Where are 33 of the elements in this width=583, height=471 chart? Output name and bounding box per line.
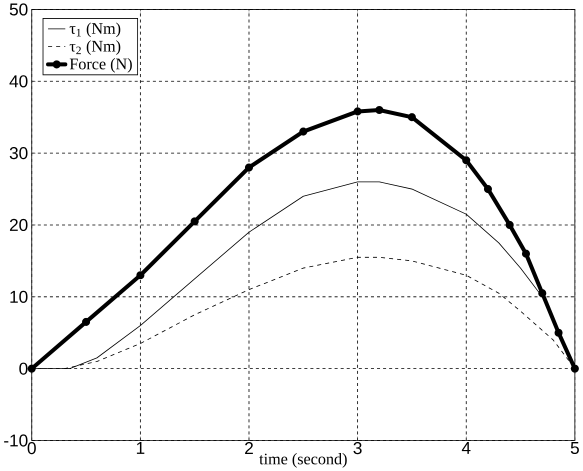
point bbox=[82, 318, 90, 326]
point bbox=[484, 184, 492, 194]
legend-label: τ$_{1}$ (Nm) bbox=[70, 22, 120, 38]
point bbox=[28, 364, 36, 373]
x-tick-label: 4 bbox=[462, 442, 471, 454]
x-tick-label: 5 bbox=[570, 442, 579, 454]
y-tick-label: 50 bbox=[10, 3, 28, 16]
point bbox=[506, 220, 514, 229]
x-tick-label: 0 bbox=[28, 442, 36, 454]
y-tick-label: 30 bbox=[10, 147, 28, 160]
point bbox=[570, 364, 579, 373]
legend-label: Force (N) bbox=[70, 58, 132, 73]
point bbox=[538, 289, 546, 298]
point bbox=[244, 163, 254, 172]
point bbox=[462, 156, 470, 164]
point bbox=[522, 250, 530, 258]
y-tick-label: 40 bbox=[9, 75, 28, 88]
legend-label: τ$_{2}$ (Nm) bbox=[70, 40, 120, 55]
x-tick-label: 1 bbox=[136, 442, 144, 454]
y-tick-label: 20 bbox=[10, 218, 28, 232]
y-tick-label: -10 bbox=[4, 434, 28, 447]
point bbox=[136, 271, 144, 280]
point bbox=[299, 128, 308, 136]
point bbox=[190, 217, 199, 226]
y-tick-label: 10 bbox=[10, 290, 28, 303]
y-tick-label: 0 bbox=[19, 362, 28, 375]
x-axis-title: time (second) bbox=[259, 453, 347, 468]
x-tick-label: 3 bbox=[353, 442, 362, 454]
point bbox=[375, 106, 384, 114]
point bbox=[354, 107, 362, 116]
point bbox=[554, 328, 563, 337]
x-tick-label: 2 bbox=[245, 442, 253, 454]
point bbox=[408, 113, 416, 122]
